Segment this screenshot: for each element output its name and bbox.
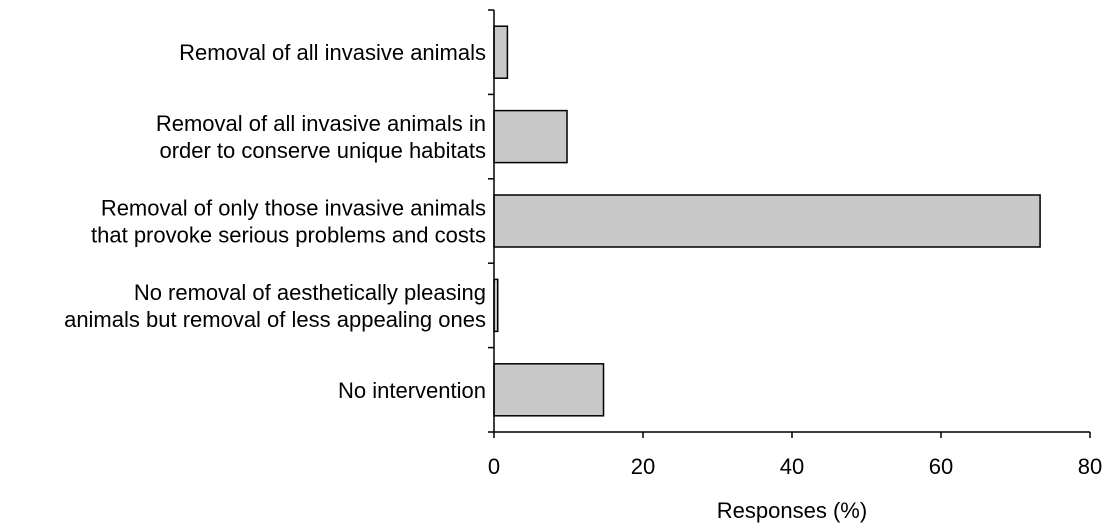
category-label-line: No removal of aesthetically pleasing [134,280,486,305]
category-label-line: No intervention [338,378,486,403]
x-tick-label: 20 [631,454,655,479]
x-tick-labels: 0 20 40 60 80 [488,454,1102,479]
category-label: Removal of all invasive animals in order … [156,111,486,163]
bar [493,194,1041,248]
x-axis-ticks [493,432,1091,438]
category-label-line: that provoke serious problems and costs [91,223,486,248]
x-tick-label: 60 [929,454,953,479]
category-label-line: Removal of all invasive animals in [156,111,486,136]
category-label-line: Removal of only those invasive animals [101,196,486,221]
category-label-line: order to conserve unique habitats [159,138,486,163]
category-label: Removal of only those invasive animals th… [91,196,486,248]
x-tick-label: 0 [488,454,500,479]
bar [493,109,568,164]
x-axis-title: Responses (%) [717,498,867,523]
category-label: No removal of aesthetically pleasing anim… [64,280,486,332]
x-tick-label: 40 [780,454,804,479]
category-label: Removal of all invasive animals [179,40,486,65]
category-label-line: Removal of all invasive animals [179,40,486,65]
category-label: No intervention [338,378,486,403]
bar [493,363,605,417]
x-tick-label: 80 [1078,454,1102,479]
bars-group [493,25,1041,417]
category-labels: Removal of all invasive animals Removal o… [64,40,486,403]
y-axis-ticks [488,9,494,433]
bar [493,25,509,79]
category-label-line: animals but removal of less appealing on… [64,307,486,332]
